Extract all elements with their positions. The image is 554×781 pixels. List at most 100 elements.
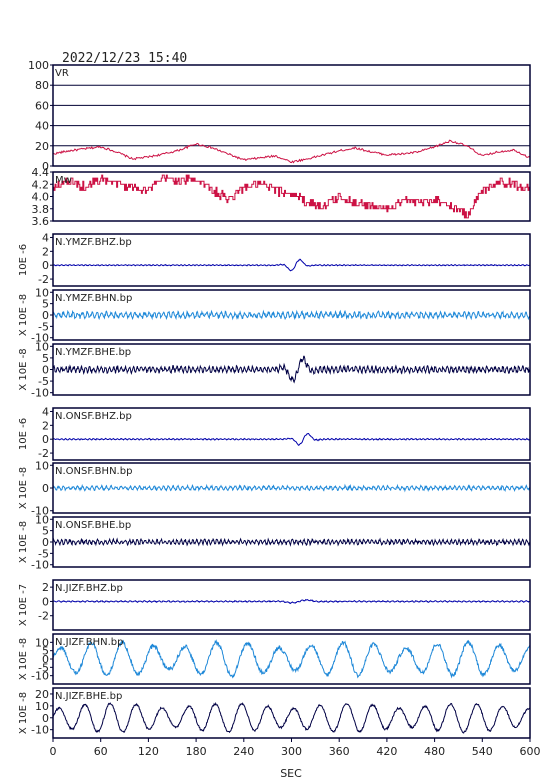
y-tick-label: 20 [35,688,49,701]
trace-onsf_bhn [52,483,531,493]
y-tick-label: -2 [38,610,49,623]
y-tick-label: 5 [42,525,49,538]
panel-label: N.JIZF.BHN.bp [55,637,123,648]
trace-jizf_bhz [53,598,531,605]
trace-ymzf_bhn [52,309,531,321]
y-tick-label: 3.6 [32,215,50,228]
y-tick-label: -10 [31,670,49,683]
trace-onsf_bhz [52,433,531,446]
trace-jizf_bhe [52,701,531,734]
x-axis-label: SEC [280,767,302,780]
panel-mw: 4.44.24.03.83.6 Mw [32,166,531,228]
panel-label: VR [55,68,69,79]
panel-label: Mw [55,175,72,186]
trace-vr [52,139,531,164]
y-tick-label: 0 [42,712,49,725]
y-tick-label: -10 [31,724,49,737]
panel-frame [52,579,531,631]
panel-label: N.ONSF.BHZ.bp [55,411,132,422]
y-tick-label: 0 [42,259,49,272]
y-axis-unit-label: X 10E -8 [18,638,29,680]
y-axis-unit-label: 10E -6 [18,244,29,276]
y-tick-label: -10 [31,332,49,345]
y-tick-label: 100 [28,59,49,72]
y-tick-label: -5 [38,375,49,388]
y-tick-label: -10 [31,559,49,572]
y-tick-label: -10 [31,387,49,400]
y-tick-label: 0 [42,309,49,322]
y-tick-label: 40 [35,120,49,133]
trace-jizf_bhn [52,639,531,679]
trace-mw [53,174,531,219]
y-tick-label: 20 [35,140,49,153]
y-tick-label: 4.4 [32,166,50,179]
y-tick-label: 60 [35,99,49,112]
panel-frame [52,64,531,167]
trace-onsf_bhe [52,537,530,547]
panel-jizf_bhz: 20 -2 X 10E -7 N.JIZF.BHZ.bp [18,579,531,631]
y-tick-label: 5 [42,352,49,365]
x-tick-label: 420 [376,745,397,758]
y-tick-label: -5 [38,547,49,560]
panel-frame [52,289,531,341]
x-tick-label: 60 [94,745,108,758]
y-tick-label: 0 [42,482,49,495]
panel-onsf_bhn: 10 0 -10X 10E -8 N.ONSF.BHN.bp [18,459,531,518]
y-tick-label: 4.2 [32,178,50,191]
y-tick-label: 5 [42,645,49,658]
y-axis-unit-label: X 10E -8 [18,348,29,390]
panel-label: N.YMZF.BHN.bp [55,293,132,304]
x-tick-label: 180 [186,745,207,758]
panel-stack: 100806040200VR4.44.24.03.83.6Mw420-210E … [18,59,531,739]
panel-vr: 100 80 60 40 20 0 VR [28,59,531,173]
y-tick-label: 10 [35,340,49,353]
y-tick-label: 5 [42,298,49,311]
panel-frame [52,462,531,514]
y-tick-label: 80 [35,79,49,92]
x-tick-label: 300 [281,745,302,758]
panel-label: N.YMZF.BHE.bp [55,347,131,358]
y-tick-label: 0 [42,653,49,666]
y-axis-unit-label: X 10E -8 [18,521,29,563]
y-axis-unit-label: 10E -6 [18,418,29,450]
panel-onsf_bhz: 420-2 10E -6 N.ONSF.BHZ.bp [18,405,531,461]
x-tick-label: 120 [138,745,159,758]
y-tick-label: 0 [42,160,49,173]
panel-frame [52,516,531,568]
y-tick-label: -5 [38,661,49,674]
y-tick-label: 4.0 [32,191,50,204]
y-tick-label: -5 [38,320,49,333]
panel-ymzf_bhz: 420-2 10E -6 N.YMZF.BHZ.bp [18,231,531,287]
x-tick-label: 240 [233,745,254,758]
y-tick-label: 2 [42,245,49,258]
y-axis-unit-label: X 10E -7 [18,584,29,626]
y-tick-label: 10 [35,700,49,713]
panel-frame [52,343,531,396]
y-tick-label: 10 [35,636,49,649]
y-axis-unit-label: X 10E -8 [18,467,29,509]
x-tick-label: 360 [329,745,350,758]
y-tick-label: -2 [38,447,49,460]
trace-ymzf_bhz [52,258,531,272]
y-axis-unit-label: X 10E -8 [18,294,29,336]
panel-label: N.YMZF.BHZ.bp [55,237,132,248]
y-tick-label: 4 [42,231,49,244]
panel-label: N.JIZF.BHE.bp [55,691,122,702]
y-tick-label: 2 [42,419,49,432]
y-tick-label: 10 [35,513,49,526]
panel-label: N.JIZF.BHZ.bp [55,583,123,594]
y-tick-label: -2 [38,273,49,286]
y-tick-label: 0 [42,595,49,608]
y-tick-label: 0 [42,536,49,549]
y-tick-label: 3.8 [32,203,50,216]
x-axis: 0 60 120 180 240 300 360 420 480 540 600 [50,738,541,758]
x-tick-label: 600 [520,745,541,758]
y-tick-label: 0 [42,364,49,377]
panel-frame [52,233,531,287]
